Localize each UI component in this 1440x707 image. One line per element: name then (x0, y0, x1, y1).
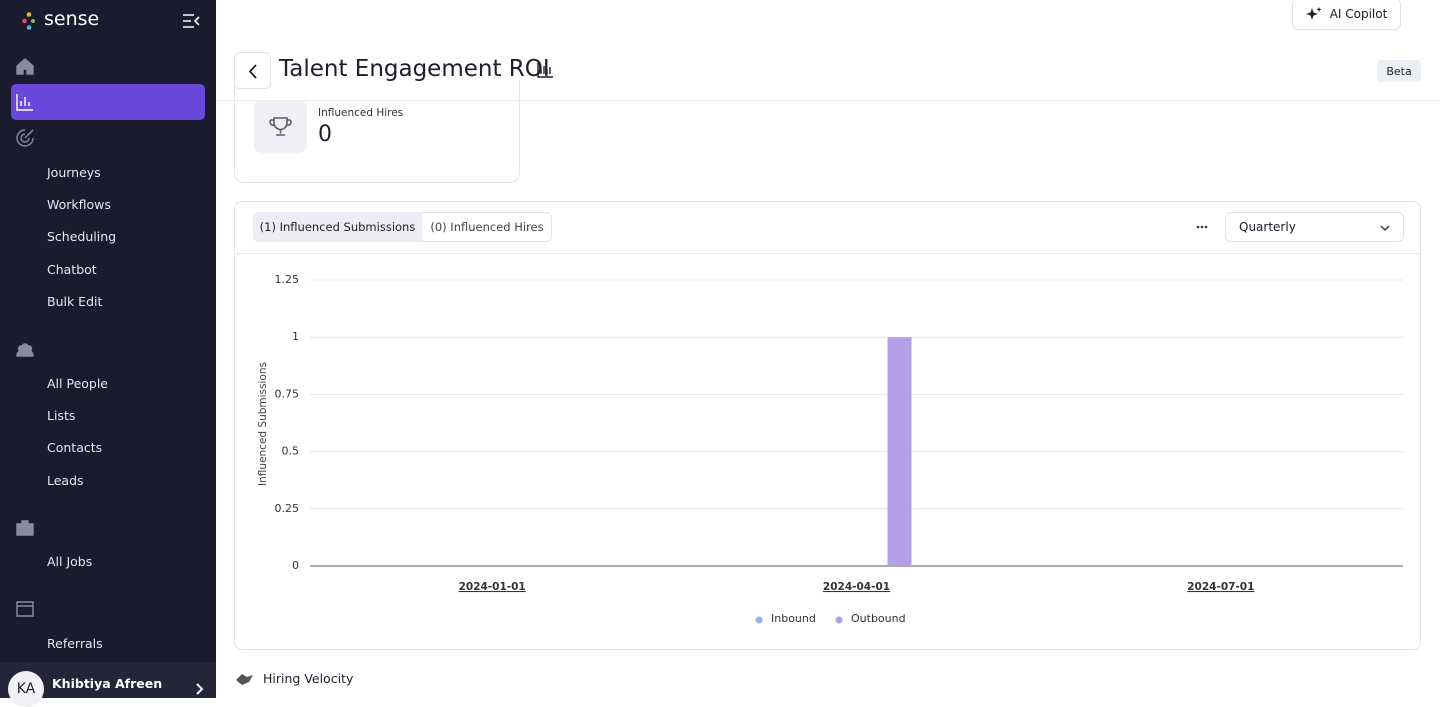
velocity-icon (236, 674, 253, 685)
user-name: Khibtiya Afreen (52, 676, 163, 691)
icon-shape (16, 601, 34, 617)
nav-subitem[interactable]: All People (47, 375, 108, 391)
icon-shape (16, 129, 34, 147)
icon-shape (16, 94, 33, 111)
y-tick-label: 0.5 (282, 445, 300, 458)
sidebar: sense DashboardAnalytics & DataAutomatio… (0, 0, 216, 707)
logo (22, 12, 35, 30)
nav-group: Dashboard (11, 48, 205, 84)
ai-copilot-button[interactable]: AI Copilot (1292, 0, 1401, 30)
nav-subitem[interactable]: Lists (47, 408, 76, 424)
icon-box (254, 100, 307, 153)
icon-shape (16, 343, 34, 357)
nav-group: Jobs All Jobs (11, 510, 205, 578)
kpi-label: Influenced Hires (318, 107, 404, 119)
back-icon (248, 64, 257, 79)
divider (216, 100, 1440, 101)
x-tick-label: 2024-07-01 (1187, 581, 1254, 593)
tab[interactable]: (1) Influenced Submissions (253, 212, 422, 242)
brand: sense (44, 8, 100, 30)
nav-icon (16, 343, 34, 357)
chart-icon (537, 63, 553, 78)
trophy-icon (269, 117, 292, 136)
chart: Influenced Submissions 0 0.25 0.5 0.75 1 1.25… (257, 273, 1403, 625)
avatar: KA (8, 671, 44, 707)
nav: DashboardAnalytics & DataAutomation Journ… (11, 48, 205, 672)
x-tick-label: 2024-01-01 (459, 581, 526, 593)
y-axis-label: Influenced Submissions (257, 362, 269, 486)
icon-shape (16, 58, 34, 75)
bar (887, 337, 912, 566)
nav-subitem[interactable]: Bulk Edit (47, 294, 103, 310)
dropdown-arrow (1380, 225, 1390, 231)
y-tick-label: 1 (292, 330, 299, 343)
nav-item[interactable]: Automation (11, 120, 205, 156)
chevron (196, 683, 204, 695)
nav-subitem[interactable]: Chatbot (47, 261, 97, 277)
nav-subitem[interactable]: Workflows (47, 197, 111, 213)
nav-subitem[interactable]: Scheduling (47, 229, 117, 245)
nav-group: Automation Journeys Workflows Scheduling Cha… (11, 120, 205, 318)
nav-icon (16, 58, 34, 75)
y-tick-label: 1.25 (275, 273, 300, 286)
collapse-button[interactable] (182, 13, 200, 29)
y-tick-label: 0.75 (275, 387, 300, 400)
tab[interactable]: (0) Influenced Hires (430, 220, 544, 234)
nav-icon (16, 129, 34, 147)
kpi-card: Influenced Hires 0 (234, 80, 520, 183)
kpi-value: 0 (318, 122, 332, 147)
divider (235, 253, 1420, 254)
beta-badge: Beta (1377, 60, 1421, 82)
nav-icon (16, 94, 33, 111)
nav-item[interactable]: Analytics & Data (11, 84, 205, 120)
nav-item[interactable]: People (11, 331, 205, 367)
chart-card (234, 201, 1421, 650)
x-tick-label: 2024-04-01 (823, 581, 890, 593)
nav-subitem[interactable]: Referrals (47, 635, 103, 651)
y-tick-label: 0 (292, 559, 299, 572)
legend-dot (755, 616, 763, 624)
copilot-label: AI Copilot (1329, 7, 1388, 21)
nav-item[interactable]: Sourcing (11, 591, 205, 627)
nav-group: Sourcing Referrals (11, 591, 205, 659)
nav-group: Analytics & Data (11, 84, 205, 120)
nav-subitem[interactable]: All Jobs (47, 554, 93, 570)
sparkle-icon (1305, 7, 1322, 20)
user[interactable]: KA Khibtiya Afreen (0, 662, 216, 707)
legend-dot (835, 616, 843, 624)
more-button[interactable] (1195, 222, 1209, 232)
period-dropdown[interactable]: Quarterly (1225, 212, 1404, 242)
nav-subitem[interactable]: Leads (47, 472, 84, 488)
period-label: Quarterly (1239, 220, 1296, 234)
y-tick-label: 0.25 (275, 502, 300, 515)
nav-icon (16, 519, 34, 536)
nav-item[interactable]: Dashboard (11, 48, 205, 84)
nav-group: People All People Lists Contacts Leads (11, 331, 205, 497)
nav-item[interactable]: Jobs (11, 510, 205, 546)
section-title: Hiring Velocity (263, 671, 354, 686)
nav-subitem[interactable]: Contacts (47, 440, 103, 456)
page-title: Talent Engagement ROI (279, 56, 550, 82)
icon-shape (16, 519, 34, 536)
legend-label: Inbound (771, 612, 816, 625)
nav-icon (16, 601, 34, 617)
legend-label: Outbound (851, 612, 906, 625)
nav-subitem[interactable]: Journeys (47, 164, 101, 180)
